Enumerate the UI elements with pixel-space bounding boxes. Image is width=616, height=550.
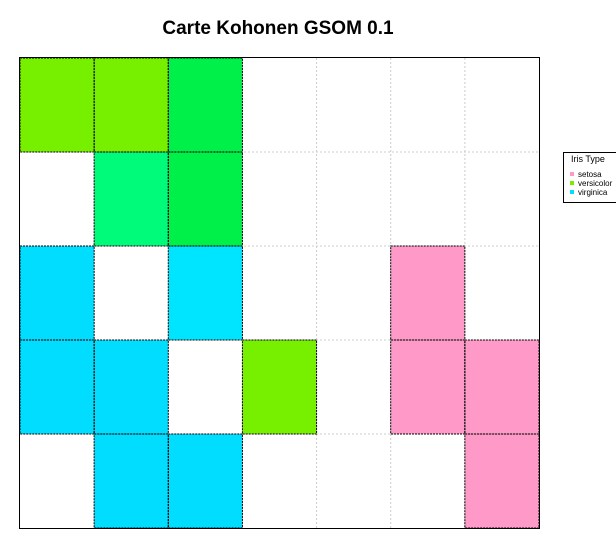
legend-label-versicolor: versicolor: [578, 179, 613, 188]
som-grid: [20, 58, 539, 528]
som-cell-r4-c6: [390, 340, 465, 434]
chart-title: Carte Kohonen GSOM 0.1: [162, 18, 394, 39]
legend: Iris Type setosa versicolor virginica: [563, 152, 616, 203]
plot-area: [19, 57, 540, 529]
legend-item-setosa: setosa: [570, 170, 602, 180]
som-cell-r5-c2: [94, 434, 169, 528]
som-cell-r4-c1: [20, 340, 95, 434]
som-cell-r5-c7: [464, 434, 539, 528]
legend-item-versicolor: versicolor: [570, 179, 612, 189]
som-cell-r4-c7: [464, 340, 539, 434]
som-cell-r1-c3: [168, 58, 243, 152]
som-cell-r1-c2: [94, 58, 169, 152]
som-cell-r4-c2: [94, 340, 169, 434]
legend-title: Iris Type: [571, 154, 605, 164]
som-cell-r4-c4: [242, 340, 317, 434]
legend-item-virginica: virginica: [570, 188, 607, 198]
som-cell-r2-c3: [168, 152, 243, 246]
som-cell-r5-c3: [168, 434, 243, 528]
som-cell-r3-c3: [168, 246, 243, 340]
som-cell-border-r3-c3: [167, 245, 243, 341]
legend-label-virginica: virginica: [578, 188, 608, 197]
som-cell-r3-c1: [20, 246, 95, 340]
legend-swatch-virginica: [570, 189, 574, 194]
som-cell-r3-c6: [390, 246, 465, 340]
som-cell-r2-c2: [94, 152, 169, 246]
som-cell-border-r5-c3: [167, 433, 243, 528]
som-cell-r1-c1: [20, 58, 95, 152]
legend-swatch-setosa: [570, 171, 574, 176]
legend-swatch-versicolor: [570, 180, 574, 185]
legend-label-setosa: setosa: [578, 170, 602, 179]
som-cell-border-r4-c4: [241, 339, 318, 435]
